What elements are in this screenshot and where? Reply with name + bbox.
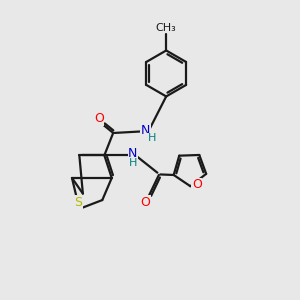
Text: H: H bbox=[129, 158, 137, 168]
Text: H: H bbox=[148, 133, 156, 143]
Text: O: O bbox=[141, 196, 151, 209]
Text: CH₃: CH₃ bbox=[156, 23, 177, 33]
Text: N: N bbox=[128, 147, 138, 160]
Text: S: S bbox=[74, 196, 83, 209]
Text: O: O bbox=[94, 112, 104, 125]
Text: N: N bbox=[141, 124, 150, 137]
Text: O: O bbox=[192, 178, 202, 191]
